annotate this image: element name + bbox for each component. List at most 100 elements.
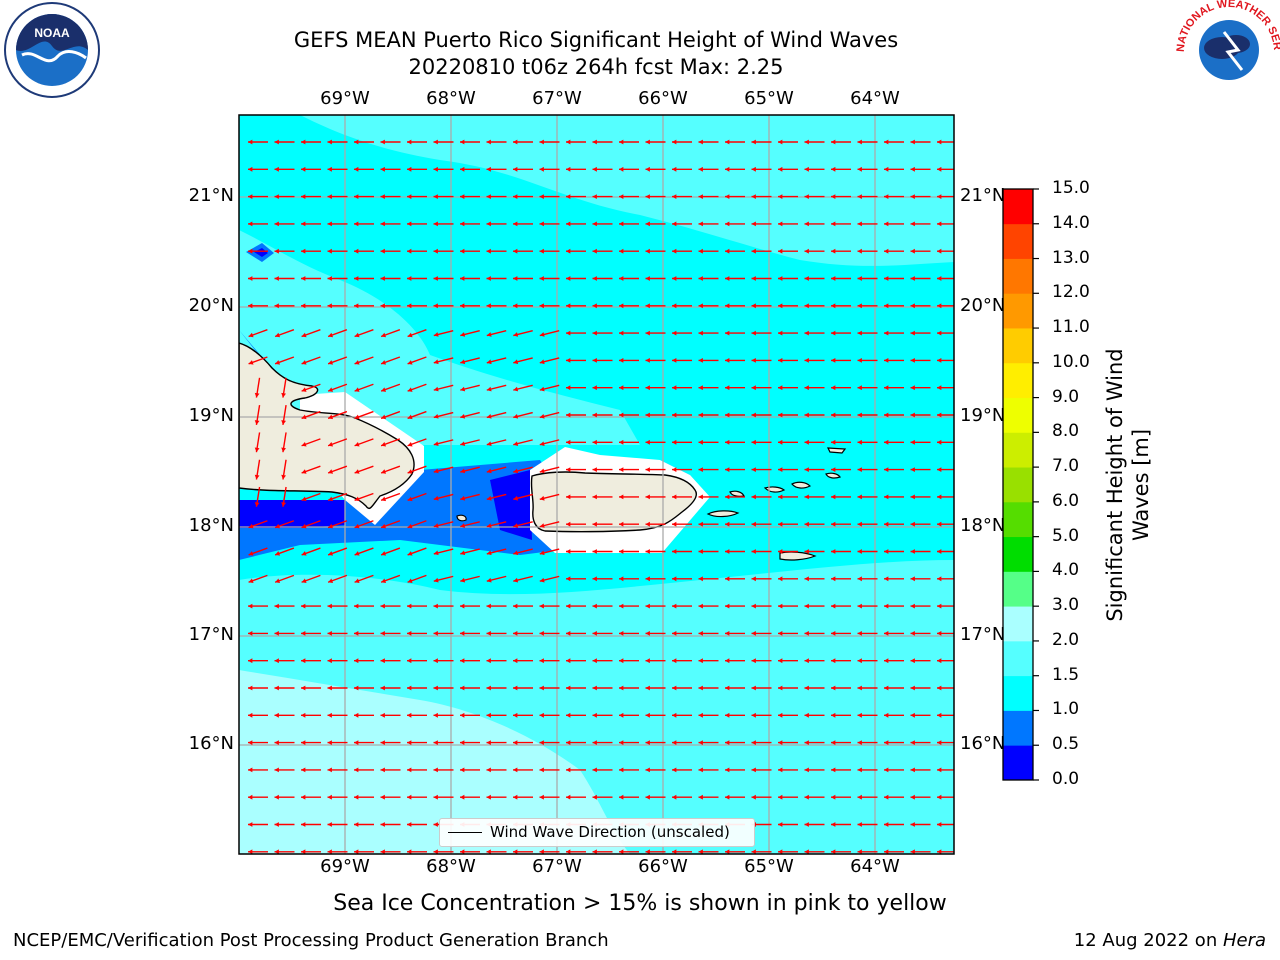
- wind-arrow: [857, 576, 878, 582]
- wind-arrow: [486, 276, 507, 281]
- wind-arrow: [566, 631, 586, 636]
- wind-arrow: [645, 794, 666, 800]
- wind-arrow: [460, 329, 480, 337]
- wind-arrow: [486, 493, 507, 501]
- wind-arrow: [566, 385, 586, 391]
- wind-arrow: [751, 276, 772, 281]
- wind-arrow: [248, 712, 268, 718]
- wind-arrow: [460, 548, 480, 556]
- wind-arrow: [380, 303, 401, 309]
- longitude-label: 67°W: [532, 856, 582, 877]
- wind-arrow: [354, 248, 374, 254]
- wind-arrow: [327, 410, 348, 420]
- wind-arrow: [804, 303, 825, 309]
- wind-arrow: [354, 849, 374, 854]
- wind-arrow: [248, 658, 268, 664]
- wind-arrow: [327, 383, 348, 392]
- wind-arrow: [778, 603, 798, 609]
- longitude-label: 65°W: [744, 88, 794, 109]
- wind-arrow: [831, 221, 851, 227]
- wind-arrow: [698, 631, 719, 636]
- wind-arrow: [460, 248, 480, 254]
- wind-arrow: [301, 849, 321, 854]
- wind-arrow: [804, 521, 825, 527]
- wind-arrow: [751, 494, 772, 500]
- wind-arrow: [380, 658, 401, 664]
- wind-arrow: [513, 794, 533, 800]
- wind-arrow: [592, 439, 613, 445]
- wind-arrow: [778, 822, 798, 827]
- footer-branch: NCEP/EMC/Verification Post Processing Pr…: [13, 930, 609, 951]
- wind-arrow: [910, 794, 931, 800]
- wind-arrow: [831, 767, 851, 773]
- wind-arrow: [539, 194, 560, 199]
- wind-arrow: [254, 432, 261, 453]
- wind-arrow: [619, 794, 639, 800]
- wind-arrow: [354, 603, 374, 609]
- wind-arrow: [433, 194, 454, 199]
- wind-arrow: [619, 385, 639, 391]
- wind-arrow: [778, 712, 798, 718]
- wind-arrow: [407, 492, 427, 502]
- wind-arrow: [539, 521, 560, 528]
- latitude-label: 19°N: [188, 405, 234, 426]
- wind-arrow: [301, 631, 321, 636]
- wind-arrow: [281, 459, 287, 480]
- island-virgin-1: [763, 486, 786, 493]
- wind-arrow: [592, 221, 613, 227]
- wind-arrow: [857, 849, 878, 854]
- wind-arrow: [513, 575, 533, 583]
- wind-arrow: [327, 248, 348, 254]
- wind-arrow: [327, 329, 348, 338]
- wind-arrow: [831, 794, 851, 800]
- wind-arrow: [672, 494, 692, 500]
- wind-arrow: [301, 356, 321, 365]
- latitude-label: 18°N: [960, 515, 1006, 536]
- colorbar-segment: [1003, 397, 1033, 433]
- wind-arrow: [301, 410, 321, 420]
- wind-arrow: [831, 521, 851, 527]
- wind-arrow: [380, 712, 401, 718]
- wind-arrow: [486, 548, 507, 556]
- wind-arrow: [804, 494, 825, 500]
- wind-arrow: [910, 194, 931, 199]
- wind-arrow: [433, 276, 454, 281]
- wind-arrow: [592, 576, 613, 582]
- wind-arrow: [354, 574, 374, 583]
- wind-arrow: [857, 631, 878, 636]
- wind-arrow: [460, 712, 480, 718]
- wind-arrow: [566, 467, 586, 472]
- wind-arrow: [566, 603, 586, 609]
- wind-arrow: [778, 467, 798, 472]
- wind-arrow: [804, 603, 825, 609]
- wind-arrow: [566, 712, 586, 718]
- wind-arrow: [672, 139, 692, 145]
- wind-arrow: [327, 631, 348, 636]
- wind-arrow: [778, 439, 798, 445]
- wind-arrow: [751, 658, 772, 664]
- wind-arrow: [460, 658, 480, 664]
- wind-arrow: [566, 330, 586, 336]
- wind-arrow: [460, 439, 480, 446]
- longitude-label: 68°W: [426, 88, 476, 109]
- wind-arrow: [539, 548, 560, 556]
- wind-arrow: [751, 221, 772, 227]
- wind-arrow: [672, 740, 692, 745]
- wind-arrow: [751, 549, 772, 554]
- wind-arrow: [778, 276, 798, 281]
- wind-arrow: [460, 303, 480, 309]
- wind-arrow: [884, 712, 904, 718]
- wind-arrow: [592, 658, 613, 664]
- wind-arrow: [592, 194, 613, 199]
- wind-arrow: [513, 357, 533, 365]
- wind-arrow: [884, 166, 904, 172]
- wind-arrow: [539, 276, 560, 281]
- wind-arrow: [857, 658, 878, 664]
- wind-arrow: [751, 712, 772, 718]
- wind-arrow: [778, 685, 798, 691]
- wind-arrow: [301, 438, 321, 447]
- wind-arrow: [619, 439, 639, 445]
- wind-arrow: [566, 849, 586, 854]
- wind-arrow: [910, 521, 931, 527]
- wind-arrow: [407, 794, 427, 800]
